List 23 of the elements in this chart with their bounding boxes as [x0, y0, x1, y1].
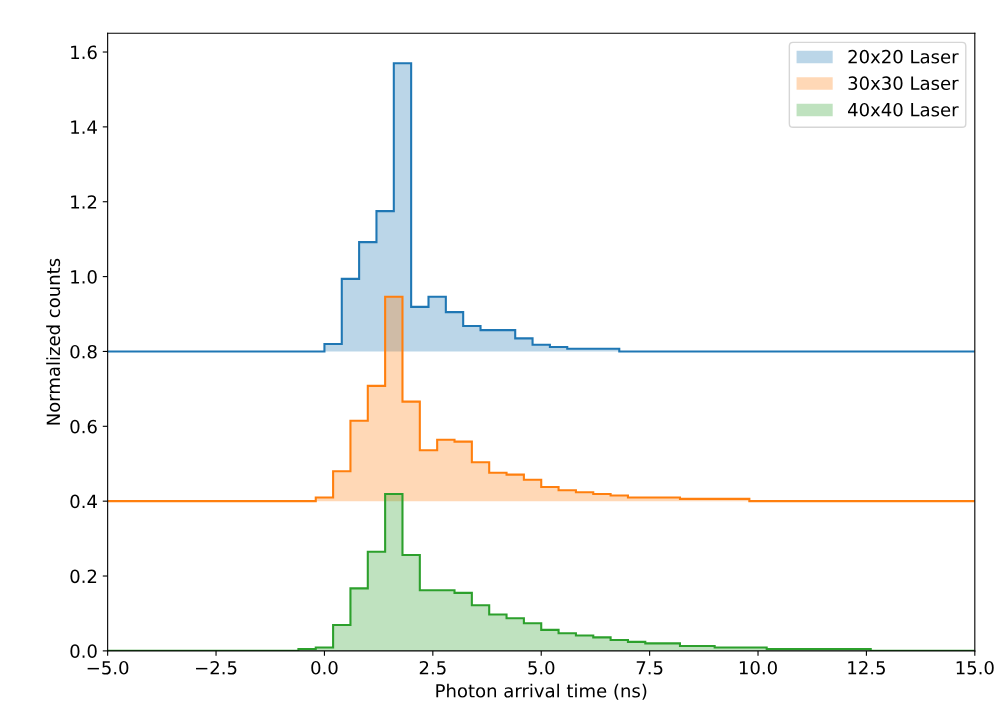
x-tick-label: 5.0: [528, 660, 555, 675]
y-tick-label: 0.8: [70, 344, 97, 359]
x-axis-title: Photon arrival time (ns): [436, 683, 647, 700]
y-tick-label: 1.2: [71, 195, 97, 209]
y-tick-label: 1.0: [71, 270, 97, 284]
x-tick-label: 12.5: [848, 660, 885, 675]
y-tick-label: 0.0: [70, 644, 97, 658]
legend-label: 20x20 Laser: [848, 49, 959, 64]
x-tick-label: 10.0: [739, 660, 777, 675]
x-tick-label: 0.0: [311, 660, 338, 675]
y-tick-label: 0.2: [70, 569, 97, 584]
y-tick-label: 1.4: [71, 120, 97, 134]
y-tick-label: 0.6: [70, 419, 97, 434]
legend-label: 40x40 Laser: [848, 102, 959, 117]
legend-label: 30x30 Laser: [848, 76, 959, 91]
y-axis-title: Normalized counts: [46, 258, 61, 425]
x-tick-label: −2.5: [196, 660, 237, 675]
x-tick-label: −5.0: [87, 660, 129, 675]
x-tick-label: 2.5: [419, 660, 446, 675]
x-tick-label: 7.5: [636, 661, 663, 675]
x-tick-label: 15.0: [956, 660, 994, 675]
y-tick-label: 0.4: [70, 494, 97, 509]
y-tick-label: 1.6: [71, 45, 97, 60]
